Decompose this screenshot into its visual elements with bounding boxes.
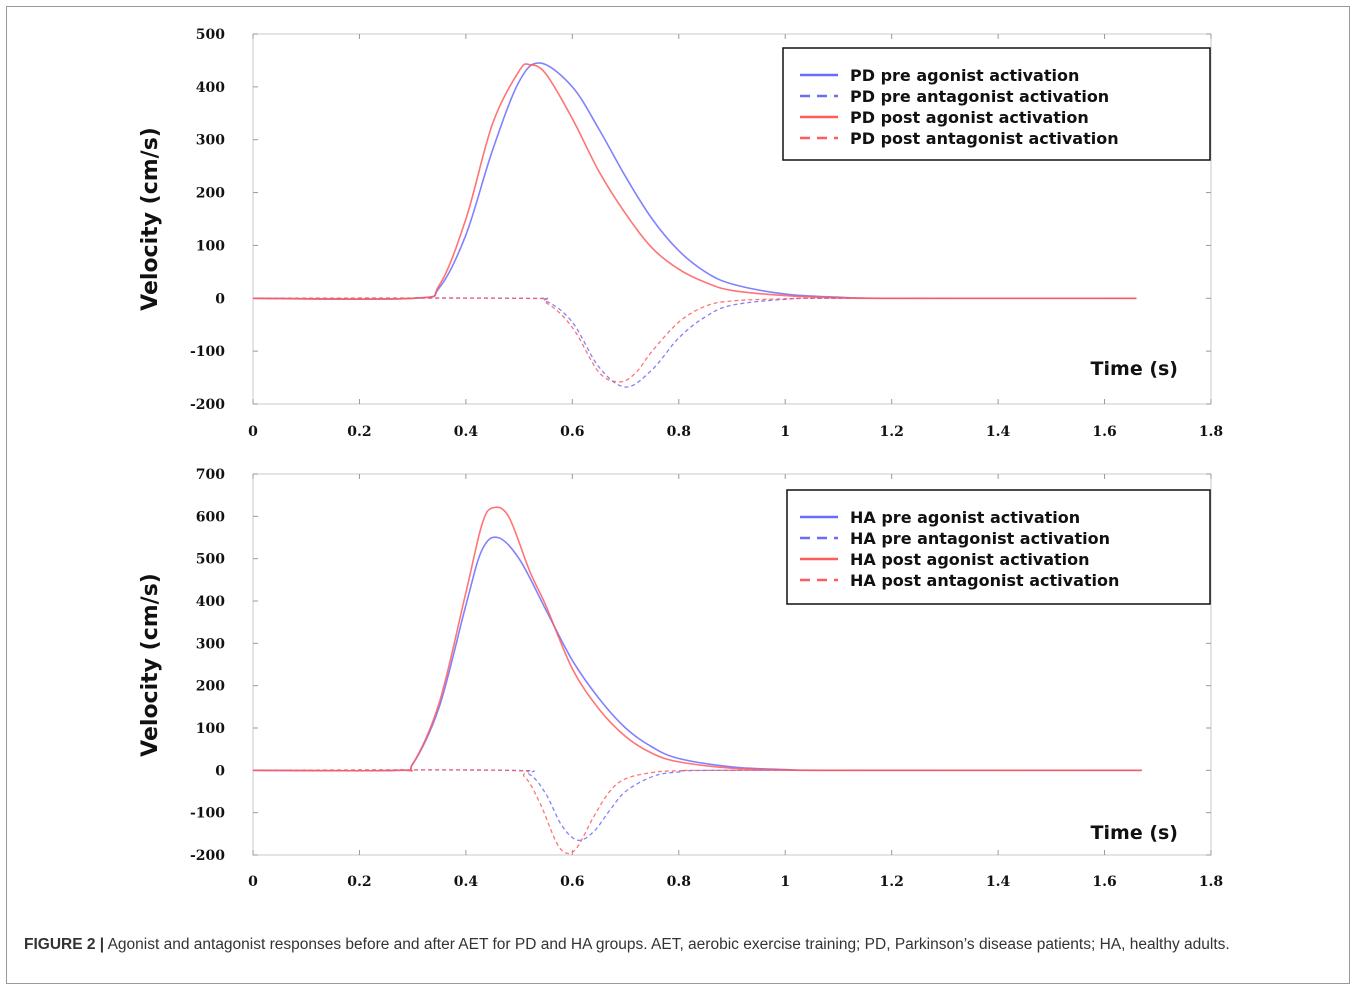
x-axis-label-ha: Time (s) bbox=[1091, 822, 1178, 844]
x-tick-label: 1.8 bbox=[1199, 874, 1223, 890]
legend-label-ha-pre-agonist: HA pre agonist activation bbox=[850, 508, 1080, 527]
chart-pd: -200 -100 0 100 200 300 400 500 0 0.2 0.4 0.6 0.8 1 1.… bbox=[138, 27, 1223, 440]
legend-label-pd-post-agonist: PD post agonist activation bbox=[850, 108, 1089, 127]
figure-caption: FIGURE 2 | Agonist and antagonist respon… bbox=[24, 934, 1324, 955]
x-tick-label: 0 bbox=[248, 874, 258, 890]
legend-ha: HA pre agonist activation HA pre antagon… bbox=[786, 489, 1211, 605]
x-tick-label: 0.2 bbox=[347, 874, 371, 890]
x-tick-label: 0.4 bbox=[454, 874, 479, 890]
x-tick-label: 1.2 bbox=[879, 874, 903, 890]
y-tick-label: 0 bbox=[215, 291, 225, 307]
y-tick-label: 200 bbox=[196, 186, 225, 202]
y-tick-label: 0 bbox=[215, 763, 225, 779]
x-tick-label: 0.2 bbox=[347, 424, 371, 440]
y-axis-label-pd: Velocity (cm/s) bbox=[138, 127, 163, 311]
x-tick-label: 1 bbox=[780, 874, 790, 890]
series-line-ha-ha-post-antagonist-activation bbox=[252, 769, 1142, 855]
x-tick-label: 0.8 bbox=[667, 874, 691, 890]
x-tick-label: 1.6 bbox=[1092, 874, 1116, 890]
x-axis-label-pd: Time (s) bbox=[1091, 358, 1178, 380]
x-tick-label: 0 bbox=[248, 424, 258, 440]
y-tick-label: 200 bbox=[196, 679, 225, 695]
legend-label-ha-pre-antagonist: HA pre antagonist activation bbox=[850, 529, 1110, 548]
series-line-ha-ha-pre-antagonist-activation bbox=[252, 769, 1142, 841]
y-tick-label: 100 bbox=[196, 238, 225, 254]
x-tick-label: 1.4 bbox=[986, 874, 1011, 890]
chart-ha: -200 -100 0 100 200 300 400 500 600 700 0 0.2 0.4 0.6… bbox=[138, 467, 1223, 890]
y-tick-label: 100 bbox=[196, 721, 225, 737]
y-tick-label: -200 bbox=[190, 848, 225, 864]
y-axis-label-ha: Velocity (cm/s) bbox=[138, 573, 163, 757]
x-tick-label: 0.6 bbox=[560, 424, 584, 440]
y-tick-label: -200 bbox=[190, 397, 225, 413]
legend-label-pd-pre-antagonist: PD pre antagonist activation bbox=[850, 87, 1109, 106]
x-tick-label: 1.6 bbox=[1092, 424, 1116, 440]
y-tick-label: 300 bbox=[196, 636, 225, 652]
series-line-pd-pd-post-agonist-activation bbox=[252, 63, 1137, 301]
y-tick-label: 500 bbox=[196, 27, 225, 43]
x-tick-label: 1.8 bbox=[1199, 424, 1223, 440]
caption-label: FIGURE 2 | bbox=[24, 936, 105, 953]
x-tick-label: 0.6 bbox=[560, 874, 584, 890]
caption-text: Agonist and antagonist responses before … bbox=[107, 936, 1230, 953]
legend-pd: PD pre agonist activation PD pre antagon… bbox=[782, 47, 1211, 161]
legend-box-pd bbox=[782, 47, 1211, 161]
y-tick-label: 300 bbox=[196, 133, 225, 149]
y-tick-label: 400 bbox=[196, 594, 225, 610]
y-tick-label: 600 bbox=[196, 509, 225, 525]
legend-label-ha-post-antagonist: HA post antagonist activation bbox=[850, 571, 1119, 590]
x-tick-label: 1.4 bbox=[986, 424, 1011, 440]
y-tick-label: 500 bbox=[196, 552, 225, 568]
legend-label-pd-post-antagonist: PD post antagonist activation bbox=[850, 129, 1119, 148]
x-tick-label: 1 bbox=[780, 424, 790, 440]
legend-box-ha bbox=[786, 489, 1211, 605]
y-tick-label: -100 bbox=[190, 806, 225, 822]
legend-label-pd-pre-agonist: PD pre agonist activation bbox=[850, 66, 1079, 85]
y-tick-label: -100 bbox=[190, 344, 225, 360]
y-tick-label: 700 bbox=[196, 467, 225, 483]
x-tick-label: 1.2 bbox=[879, 424, 903, 440]
legend-label-ha-post-agonist: HA post agonist activation bbox=[850, 550, 1090, 569]
x-tick-label: 0.4 bbox=[454, 424, 479, 440]
y-tick-label: 400 bbox=[196, 80, 225, 96]
x-tick-label: 0.8 bbox=[667, 424, 691, 440]
series-line-pd-pd-post-antagonist-activation bbox=[252, 297, 1137, 383]
